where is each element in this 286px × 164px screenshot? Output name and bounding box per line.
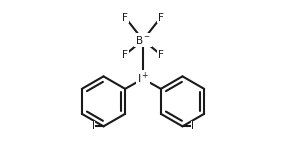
Text: I: I (92, 121, 95, 131)
Text: F: F (122, 12, 128, 22)
Text: B$^-$: B$^-$ (135, 34, 151, 46)
Text: I: I (191, 121, 194, 131)
Text: I$^+$: I$^+$ (137, 71, 149, 86)
Text: F: F (158, 12, 164, 22)
Text: F: F (158, 50, 164, 60)
Text: F: F (122, 50, 128, 60)
